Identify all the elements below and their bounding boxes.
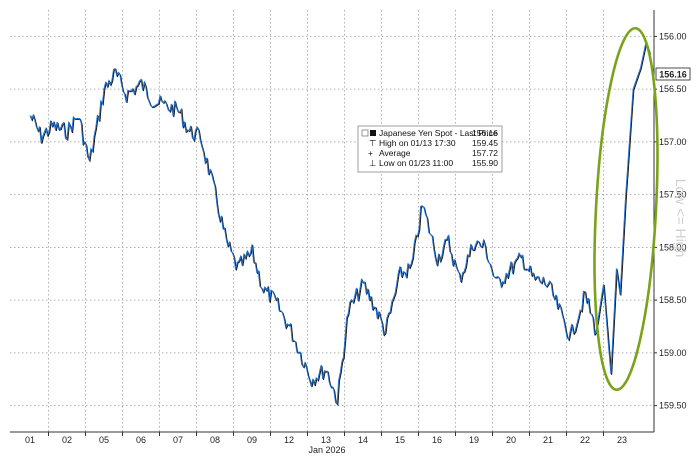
x-tick-label: 22 <box>580 435 590 445</box>
series-line-yen-spot <box>29 39 651 406</box>
legend-entry-high: ⊤ High on 01/13 17:30 159.45 <box>369 138 498 148</box>
y-axis-label: Low <= High <box>673 179 689 258</box>
legend-entry-last-price: Japanese Yen Spot - Last Price 156.16 <box>361 128 498 138</box>
y-tick-label: 159.50 <box>659 401 687 411</box>
y-tick-label: 158.00 <box>659 242 687 252</box>
x-tick-label: 01 <box>25 435 35 445</box>
highlight-ellipse <box>593 26 659 392</box>
legend-checkbox <box>361 129 369 137</box>
y-tick-label: 157.50 <box>659 190 687 200</box>
legend-entry-average: + Average 157.72 <box>368 148 498 158</box>
x-tick-label: 06 <box>136 435 146 445</box>
x-tick-label: 05 <box>99 435 109 445</box>
legend-value-last-price: 156.16 <box>472 128 498 138</box>
x-tick-label: 16 <box>432 435 442 445</box>
x-tick-label: 12 <box>284 435 294 445</box>
y-tick-label: 156.50 <box>659 84 687 94</box>
x-tick-label: 13 <box>321 435 331 445</box>
x-tick-label: 23 <box>617 435 627 445</box>
legend-box <box>357 125 503 173</box>
x-tick-label: 08 <box>210 435 220 445</box>
gridlines <box>10 10 654 432</box>
x-tick-label: 15 <box>395 435 405 445</box>
legend-label-low: Low on 01/23 11:00 <box>379 158 453 168</box>
series-layer <box>29 39 651 407</box>
x-axis-label: Jan 2026 <box>308 445 345 455</box>
x-ticks: 01 02 05 06 07 08 09 12 13 14 15 16 19 20 21 22 23 <box>25 432 627 445</box>
legend-swatch-square <box>370 130 376 136</box>
x-tick-label: 21 <box>543 435 553 445</box>
high-marker-icon: ⊤ <box>369 138 377 148</box>
legend-label-high: High on 01/13 17:30 <box>379 138 456 148</box>
y-tick-label: 159.00 <box>659 348 687 358</box>
y-tick-label: 157.00 <box>659 137 687 147</box>
average-marker-icon: + <box>368 148 373 158</box>
low-marker-icon: ⊥ <box>369 158 377 168</box>
y-ticks: 156.00 156.50 157.00 157.50 158.00 158.50 159.… <box>654 31 687 411</box>
last-price-marker: 156.16 <box>655 67 691 81</box>
y-tick-label: 158.50 <box>659 295 687 305</box>
legend: Japanese Yen Spot - Last Price 156.16 ⊤ … <box>357 125 503 173</box>
x-tick-label: 02 <box>62 435 72 445</box>
x-tick-label: 19 <box>469 435 479 445</box>
legend-value-average: 157.72 <box>472 148 498 158</box>
legend-value-low: 155.90 <box>472 158 498 168</box>
x-tick-label: 14 <box>358 435 368 445</box>
x-tick-label: 20 <box>506 435 516 445</box>
legend-entry-low: ⊥ Low on 01/23 11:00 155.90 <box>369 158 498 168</box>
legend-value-high: 159.45 <box>472 138 498 148</box>
last-price-label: 156.16 <box>659 70 687 80</box>
legend-label-last-price: Japanese Yen Spot - Last Price <box>379 128 498 138</box>
x-tick-label: 07 <box>173 435 183 445</box>
legend-label-average: Average <box>379 148 411 158</box>
x-tick-label: 09 <box>247 435 257 445</box>
last-price-box <box>655 67 691 81</box>
y-tick-label: 156.00 <box>659 31 687 41</box>
